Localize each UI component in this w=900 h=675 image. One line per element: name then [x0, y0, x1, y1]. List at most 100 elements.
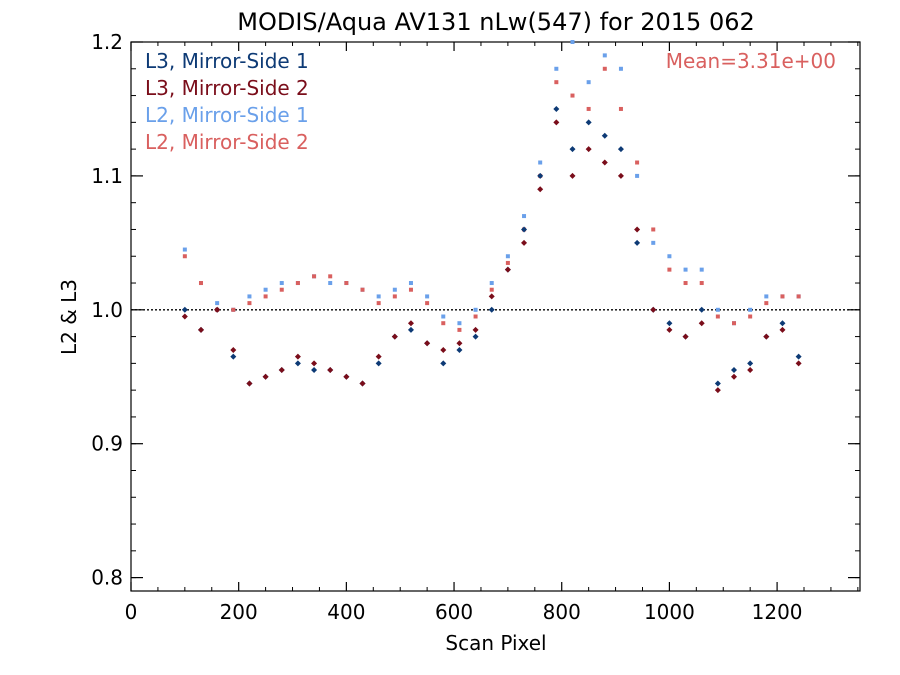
data-point — [279, 287, 284, 292]
data-point — [585, 119, 592, 126]
data-point — [457, 327, 462, 332]
data-point — [586, 106, 591, 111]
data-point — [521, 226, 528, 233]
data-point — [441, 321, 446, 326]
y-tick-label: 1.0 — [91, 298, 123, 322]
data-point — [683, 281, 688, 286]
chart-title: MODIS/Aqua AV131 nLw(547) for 2015 062 — [237, 8, 755, 36]
data-point — [440, 346, 447, 353]
data-point — [294, 360, 301, 367]
data-point — [522, 214, 527, 219]
data-point — [489, 287, 494, 292]
x-tick-label: 600 — [435, 600, 473, 624]
data-point — [747, 367, 754, 374]
data-point — [683, 267, 688, 272]
data-point — [408, 287, 413, 292]
legend-entry: L3, Mirror-Side 1 — [145, 49, 309, 73]
data-point — [732, 321, 737, 326]
data-point — [666, 326, 673, 333]
data-point — [182, 254, 187, 259]
data-point — [375, 360, 382, 367]
data-point — [376, 294, 381, 299]
data-point — [570, 93, 575, 98]
data-point — [262, 373, 269, 380]
data-point — [764, 301, 769, 306]
x-tick-label: 400 — [327, 600, 365, 624]
data-point — [617, 172, 624, 179]
data-point — [602, 66, 607, 71]
data-point — [569, 172, 576, 179]
data-point — [554, 80, 559, 85]
plot-frame — [130, 41, 861, 592]
data-point — [181, 313, 188, 320]
y-tick-label: 1.1 — [91, 164, 123, 188]
data-point — [311, 360, 318, 367]
data-point — [473, 314, 478, 319]
data-point — [698, 306, 705, 313]
data-point — [618, 66, 623, 71]
data-point — [457, 321, 462, 326]
data-point — [650, 306, 657, 313]
data-point — [618, 106, 623, 111]
data-point — [586, 80, 591, 85]
y-tick-label: 0.9 — [91, 432, 123, 456]
data-point — [488, 306, 495, 313]
data-point — [441, 314, 446, 319]
data-point — [472, 333, 479, 340]
data-point — [425, 301, 430, 306]
y-tick-label: 0.8 — [91, 566, 123, 590]
data-point — [795, 360, 802, 367]
data-point — [263, 287, 268, 292]
data-point — [747, 360, 754, 367]
data-point — [279, 281, 284, 286]
data-point — [197, 326, 204, 333]
data-point — [602, 53, 607, 58]
mean-annotation: Mean=3.31e+00 — [666, 49, 836, 73]
data-point — [407, 326, 414, 333]
x-tick-label: 0 — [125, 600, 138, 624]
data-point — [247, 294, 252, 299]
data-point — [731, 373, 738, 380]
data-point — [780, 294, 785, 299]
data-point — [327, 367, 334, 374]
data-point — [376, 301, 381, 306]
data-point — [408, 281, 413, 286]
legend-entry: L2, Mirror-Side 1 — [145, 103, 309, 127]
data-point — [505, 254, 510, 259]
data-point — [698, 320, 705, 327]
data-point — [392, 294, 397, 299]
data-point — [263, 294, 268, 299]
data-point — [198, 281, 203, 286]
x-axis-label: Scan Pixel — [445, 631, 546, 655]
data-point — [488, 293, 495, 300]
data-point — [714, 387, 721, 394]
data-point — [796, 294, 801, 299]
data-point — [392, 287, 397, 292]
data-point — [521, 239, 528, 246]
data-point — [359, 380, 366, 387]
data-point — [569, 146, 576, 153]
data-point — [294, 353, 301, 360]
x-tick-label: 1000 — [644, 600, 695, 624]
data-point — [360, 287, 365, 292]
data-point — [538, 160, 543, 165]
data-point — [311, 367, 318, 374]
data-point — [424, 340, 431, 347]
data-point — [182, 247, 187, 252]
data-point — [312, 274, 317, 279]
y-axis-label: L2 & L3 — [57, 279, 81, 355]
data-point — [699, 267, 704, 272]
data-point — [666, 320, 673, 327]
data-point — [328, 281, 333, 286]
x-tick-label: 200 — [220, 600, 258, 624]
data-point — [699, 281, 704, 286]
data-point — [634, 226, 641, 233]
data-point — [651, 227, 656, 232]
data-point — [504, 266, 511, 273]
data-point — [472, 326, 479, 333]
data-point — [473, 307, 478, 312]
data-point — [247, 301, 252, 306]
data-point — [489, 281, 494, 286]
data-point — [278, 367, 285, 374]
